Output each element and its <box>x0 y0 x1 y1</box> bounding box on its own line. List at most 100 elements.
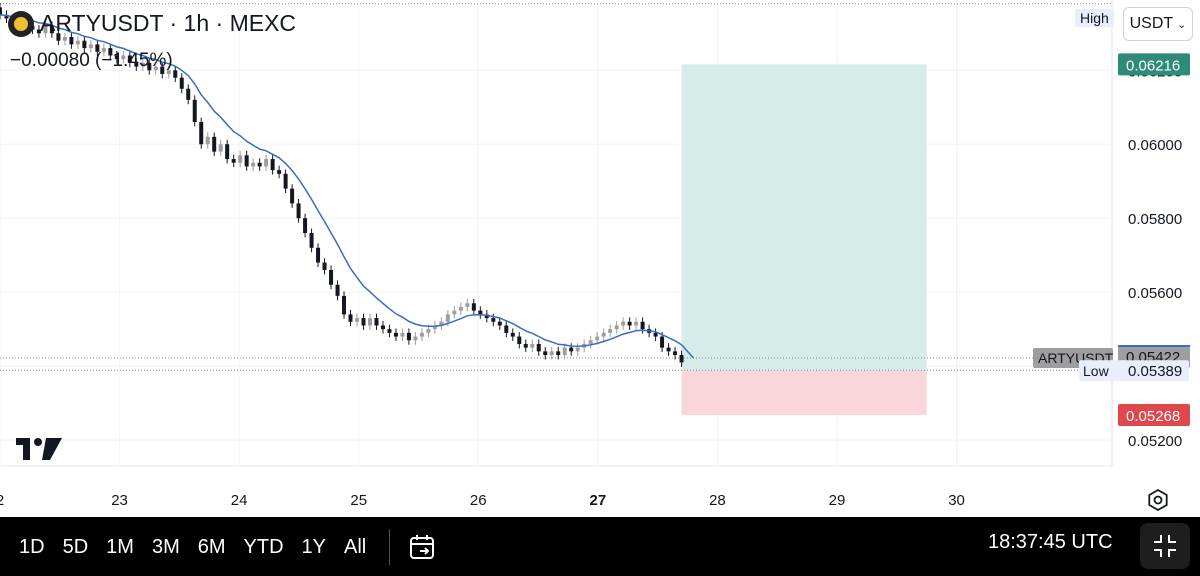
time-tick-label: 2 <box>0 492 4 509</box>
candle <box>497 317 502 330</box>
candle-body <box>101 48 106 52</box>
candle <box>199 117 204 149</box>
price-axis: 0.052000.054000.056000.058000.060000.062… <box>1128 63 1182 450</box>
candle-body <box>478 310 483 315</box>
candle-body <box>653 332 658 337</box>
range-button-6m[interactable]: 6M <box>197 535 226 558</box>
candle <box>595 332 600 345</box>
candle-body <box>322 262 327 270</box>
candle <box>627 317 632 330</box>
candle <box>575 343 580 356</box>
candle <box>56 28 61 46</box>
candle-body <box>283 173 288 189</box>
range-button-5d[interactable]: 5D <box>62 535 89 558</box>
candle-body <box>316 247 321 263</box>
candle <box>153 62 158 75</box>
price-change: −0.00080 (−1.45%) <box>10 50 173 71</box>
candle <box>406 328 411 345</box>
range-selector: 1D 5D 1M 3M 6M YTD 1Y All <box>10 527 375 567</box>
candle <box>400 328 405 341</box>
candle-body <box>673 351 678 356</box>
candle <box>173 65 178 83</box>
symbol-header[interactable]: ARTYUSDT · 1h · MEXC <box>8 10 296 37</box>
range-button-1d[interactable]: 1D <box>19 535 45 558</box>
candle-body <box>367 318 372 326</box>
candle <box>621 317 626 330</box>
candle <box>342 291 347 319</box>
candle <box>49 21 54 38</box>
toolbar-divider <box>389 528 391 565</box>
candle <box>452 306 457 319</box>
candle <box>510 328 515 341</box>
candle <box>361 313 366 330</box>
candle-body <box>218 144 223 152</box>
settings-icon[interactable] <box>1146 488 1170 512</box>
candle <box>316 243 321 268</box>
time-tick-label: 25 <box>350 492 367 509</box>
candle <box>212 132 217 157</box>
stop-price-tag: 0.05268 <box>1126 408 1180 425</box>
stop-price-tag-bg <box>1118 403 1190 426</box>
bottom-toolbar: 1D 5D 1M 3M 6M YTD 1Y All <box>0 517 1200 576</box>
candle-body <box>348 314 353 322</box>
candle <box>588 335 593 349</box>
candle <box>335 280 340 301</box>
range-button-3m[interactable]: 3M <box>151 535 180 558</box>
candle <box>653 328 658 341</box>
fullscreen-button[interactable] <box>1140 523 1190 569</box>
candle <box>666 343 671 356</box>
range-button-1y[interactable]: 1Y <box>301 535 327 558</box>
candle-body <box>439 321 444 326</box>
candle <box>523 339 528 353</box>
candle-body <box>43 25 48 34</box>
candle-body <box>238 155 243 163</box>
candle-body <box>426 329 431 333</box>
candle <box>517 332 522 349</box>
candle-body <box>621 321 626 326</box>
candle-body <box>69 36 74 45</box>
clock[interactable]: 18:37:45 UTC <box>988 531 1113 553</box>
candle-body <box>562 347 567 356</box>
candle-body <box>465 303 470 307</box>
candle-body <box>95 44 100 52</box>
candle <box>296 198 301 223</box>
candle <box>569 343 574 356</box>
candle-body <box>393 332 398 337</box>
candle-body <box>277 170 282 174</box>
candle <box>491 313 496 327</box>
range-button-ytd[interactable]: YTD <box>243 535 284 558</box>
candle-body <box>329 269 334 285</box>
range-button-all[interactable]: All <box>344 535 367 558</box>
candle-body <box>199 122 204 145</box>
candle <box>536 339 541 356</box>
candle-body <box>536 343 541 352</box>
candle <box>257 158 262 171</box>
candle-body <box>634 321 639 326</box>
candle <box>160 62 165 79</box>
candle-body <box>627 321 632 326</box>
price-tick-label: 0.06000 <box>1128 137 1182 154</box>
calendar-goto-icon[interactable] <box>408 532 438 562</box>
candle-body <box>166 70 171 74</box>
candle-body <box>660 336 665 348</box>
candle-body <box>225 144 230 160</box>
candle-body <box>121 55 126 60</box>
range-button-1m[interactable]: 1M <box>106 535 134 558</box>
time-axis: 2 23 24 25 26 27 28 29 30 <box>0 492 965 509</box>
price-chart[interactable]: 0.052000.054000.056000.058000.060000.062… <box>0 0 1200 517</box>
candle-body <box>556 351 561 356</box>
candle-body <box>491 318 496 322</box>
high-label: High <box>1075 9 1114 27</box>
candle <box>95 39 100 57</box>
candle <box>0 2 2 20</box>
tradingview-logo <box>16 438 62 460</box>
position-zones <box>681 64 927 415</box>
currency-button[interactable]: USDT ⌄ <box>1123 7 1193 41</box>
low-tag-label: Low <box>1083 363 1110 379</box>
candle <box>127 51 132 68</box>
candle <box>634 317 639 330</box>
candle <box>329 265 334 290</box>
stop-zone <box>681 370 927 415</box>
time-tick-label: 30 <box>948 492 965 509</box>
candle <box>309 228 314 253</box>
